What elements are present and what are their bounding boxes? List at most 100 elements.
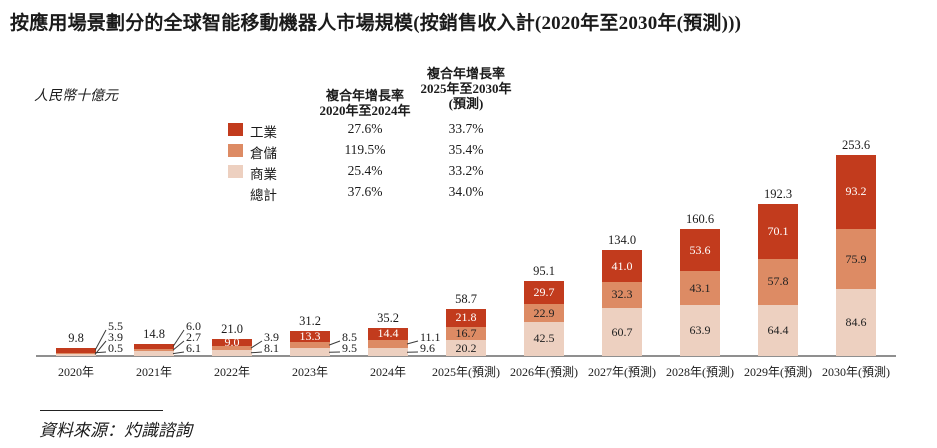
bar-value-callout-commercial: 9.6 <box>420 341 435 355</box>
bar-value-callout-warehousing: 0.5 <box>108 341 123 355</box>
bar-segment-warehousing <box>602 282 642 308</box>
bar-segment-industrial <box>524 280 564 305</box>
x-axis-label: 2022年 <box>213 365 250 379</box>
bar-value-label-industrial: 14.4 <box>377 326 399 341</box>
bar-segment-industrial <box>602 249 642 283</box>
bar-value-callout-industrial: 6.0 <box>186 319 201 333</box>
x-axis-label: 2026年(預測) <box>510 365 578 379</box>
bar-segment-commercial <box>836 288 876 356</box>
bar-value-callout-warehousing: 8.5 <box>342 330 357 344</box>
leader-line <box>406 340 419 345</box>
cagr-value-commercial-2020-2024: 25.4% <box>347 163 383 178</box>
bar-segment-commercial <box>602 307 642 356</box>
legend-label-commercial: 商業 <box>250 167 277 182</box>
cagr-value-warehousing-2020-2024: 119.5% <box>344 142 386 157</box>
cagr-value-warehousing-2025-2030: 35.4% <box>448 142 484 157</box>
bar-segment-warehousing <box>680 271 720 306</box>
bar-segment-commercial <box>290 348 330 356</box>
figure-title: 按應用場景劃分的全球智能移動機器人市場規模(按銷售收入計(2020年至2030年… <box>10 13 742 34</box>
bar-segment-industrial <box>680 228 720 272</box>
leader-line <box>250 340 263 349</box>
legend-swatch-warehousing <box>228 144 243 157</box>
x-axis-label: 2025年(預測) <box>432 365 500 379</box>
bar-total-label: 253.6 <box>841 137 871 152</box>
bar-total-label: 35.2 <box>377 311 399 326</box>
bar-total-label: 95.1 <box>533 263 555 278</box>
bar-segment-commercial <box>56 352 96 356</box>
bar-value-label-industrial: 41.0 <box>611 258 633 273</box>
bar-segment-industrial <box>56 348 96 353</box>
bar-segment-commercial <box>758 304 798 356</box>
bar-total-label: 31.2 <box>299 314 321 329</box>
bar-value-label-commercial: 60.7 <box>611 324 633 339</box>
bar-total-label: 134.0 <box>607 232 637 247</box>
bar-segment-warehousing <box>134 349 174 352</box>
bar-segment-industrial <box>212 339 252 347</box>
bar-segment-warehousing <box>446 326 486 340</box>
bar-segment-industrial <box>368 328 408 340</box>
bar-value-label-commercial: 42.5 <box>533 331 555 346</box>
bar-segment-warehousing <box>290 341 330 349</box>
bar-value-label-industrial: 9.0 <box>224 335 240 350</box>
bar-segment-industrial <box>758 203 798 260</box>
bar-segment-warehousing <box>212 346 252 350</box>
bar-total-label: 14.8 <box>143 327 165 342</box>
leader-line <box>250 351 263 354</box>
bar-segment-commercial <box>368 348 408 356</box>
leader-line <box>172 340 185 351</box>
x-axis-label: 2024年 <box>369 365 406 379</box>
bar-value-callout-commercial: 8.1 <box>264 341 279 355</box>
cagr-value-total-2020-2024: 37.6% <box>347 184 383 199</box>
bar-value-callout-warehousing: 2.7 <box>186 330 201 344</box>
bar-segment-warehousing <box>368 339 408 349</box>
bar-value-callout-industrial: 5.5 <box>108 319 123 333</box>
bar-value-callout-commercial: 6.1 <box>186 341 201 355</box>
bar-value-label-industrial: 29.7 <box>533 284 555 299</box>
bar-value-label-commercial: 20.2 <box>455 340 477 355</box>
legend-label-warehousing: 倉儲 <box>250 146 277 161</box>
bar-segment-industrial <box>290 331 330 342</box>
bar-segment-warehousing <box>524 304 564 323</box>
cagr-value-industrial-2020-2024: 27.6% <box>347 121 383 136</box>
cagr-value-commercial-2025-2030: 33.2% <box>448 163 484 178</box>
bar-total-label: 58.7 <box>455 292 477 307</box>
bar-value-label-warehousing: 75.9 <box>845 251 867 266</box>
bar-total-label: 160.6 <box>685 211 715 226</box>
bar-segment-industrial <box>446 309 486 327</box>
x-axis-label: 2030年(預測) <box>822 365 890 379</box>
bar-value-label-industrial: 13.3 <box>299 329 321 344</box>
bar-total-label: 21.0 <box>221 322 243 337</box>
bar-value-label-warehousing: 16.7 <box>455 325 477 340</box>
bar-total-label: 9.8 <box>68 331 84 346</box>
bar-segment-industrial <box>134 344 174 349</box>
cagr-header-2020-2024: 複合年增長率 2020年至2024年 <box>319 88 411 118</box>
legend-row-industrial: 工業 27.6% 33.7% <box>0 121 560 140</box>
bar-value-callout-warehousing: 11.1 <box>420 330 441 344</box>
bar-value-label-industrial: 53.6 <box>689 242 711 257</box>
bar-value-callout-commercial: 9.5 <box>342 341 357 355</box>
bar-segment-commercial <box>446 339 486 356</box>
bar-segment-commercial <box>680 305 720 356</box>
cagr-header-2025-2030: 複合年增長率 2025年至2030年 (預測) <box>420 66 512 111</box>
legend-row-commercial: 商業 25.4% 33.2% <box>0 163 560 182</box>
cagr-value-industrial-2025-2030: 33.7% <box>448 121 484 136</box>
leader-line <box>328 340 341 346</box>
bar-total-label: 192.3 <box>763 186 793 201</box>
source-note: 資料來源：灼識諮詢 <box>39 421 192 440</box>
unit-label: 人民幣十億元 <box>34 89 118 104</box>
bar-value-label-industrial: 70.1 <box>767 223 789 238</box>
bar-value-label-industrial: 93.2 <box>845 183 867 198</box>
bar-segment-warehousing <box>758 259 798 305</box>
legend-row-warehousing: 倉儲 119.5% 35.4% <box>0 142 560 161</box>
x-axis-label: 2027年(預測) <box>588 365 656 379</box>
bar-segment-warehousing <box>836 228 876 289</box>
legend-label-total: 總計 <box>250 188 277 203</box>
bar-value-callout-warehousing: 3.9 <box>264 330 279 344</box>
bar-value-label-commercial: 63.9 <box>689 323 711 338</box>
cagr-value-total-2025-2030: 34.0% <box>448 184 484 199</box>
bar-value-callout-commercial: 3.9 <box>108 330 123 344</box>
bar-value-label-warehousing: 43.1 <box>689 281 711 296</box>
bar-value-label-commercial: 84.6 <box>845 314 867 329</box>
